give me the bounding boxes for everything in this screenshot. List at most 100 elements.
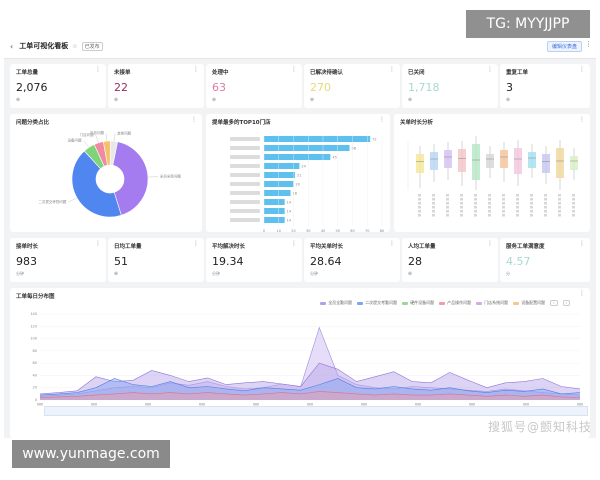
card-menu-icon[interactable]: ⋮	[95, 240, 101, 247]
category-label-placeholder	[446, 198, 449, 201]
category-label-placeholder	[558, 198, 561, 201]
category-label-placeholder	[544, 214, 547, 217]
kpi-unit: 单	[114, 271, 118, 276]
category-label-placeholder	[572, 206, 575, 209]
box	[458, 149, 466, 172]
box	[542, 154, 550, 173]
legend-prev-button[interactable]: ‹	[550, 300, 558, 306]
kpi-unit: 单	[114, 97, 118, 102]
x-tick-label: 50	[336, 229, 340, 232]
box	[528, 152, 536, 168]
boxplot-svg	[407, 136, 578, 217]
card-menu-icon[interactable]: ⋮	[579, 290, 585, 297]
legend-item[interactable]: 二次提交考勤问题	[357, 300, 397, 306]
card-menu-icon[interactable]: ⋮	[193, 240, 199, 247]
x-tick-label: 80	[380, 229, 384, 232]
category-label-placeholder	[460, 206, 463, 209]
edit-dashboard-button[interactable]: 编辑仪表盘	[546, 41, 582, 52]
area-series-line	[39, 378, 581, 396]
card-menu-icon[interactable]: ⋮	[579, 66, 585, 73]
pie-leader-line	[68, 197, 78, 203]
category-label-placeholder	[488, 194, 491, 197]
card-menu-icon[interactable]: ⋮	[579, 240, 585, 247]
y-tick-label: 80	[33, 349, 37, 353]
x-tick-label: 0	[263, 229, 265, 232]
kpi-value: 63	[212, 81, 226, 94]
legend-label: 产品操作问题	[447, 300, 472, 305]
card-menu-icon[interactable]: ⋮	[291, 66, 297, 73]
kpi-unit: 分	[506, 271, 510, 276]
category-label-placeholder	[418, 210, 421, 213]
star-icon[interactable]: ☆	[72, 42, 78, 50]
category-label-placeholder	[502, 202, 505, 205]
x-tick-label: 10	[277, 229, 281, 232]
legend-item[interactable]: 产品操作问题	[439, 300, 471, 306]
category-label-placeholder	[502, 214, 505, 217]
area-series	[40, 363, 580, 400]
legend-item[interactable]: 门店系统问题	[476, 300, 508, 306]
pie-slice	[71, 150, 122, 218]
category-label-placeholder	[544, 206, 547, 209]
dashboard-frame: ‹ 工单可视化看板 ☆ 已发布 编辑仪表盘 ⋮ 工单总量 ⋮ 2,076 单 未…	[4, 34, 596, 438]
kpi-label: 平均解决时长	[212, 244, 246, 250]
legend-label: 硬件设备问题	[410, 300, 435, 305]
pie-slice	[109, 140, 118, 166]
legend-item[interactable]: 硬件设备问题	[402, 300, 434, 306]
category-label-placeholder	[572, 194, 575, 197]
card-menu-icon[interactable]: ⋮	[191, 116, 197, 123]
kpi-unit: 分钟	[310, 271, 318, 276]
category-label-placeholder	[474, 198, 477, 201]
category-label-placeholder	[474, 194, 477, 197]
category-label-placeholder	[530, 214, 533, 217]
kpi-label: 人均工单量	[408, 244, 436, 250]
card-menu-icon[interactable]: ⋮	[193, 66, 199, 73]
category-label-placeholder	[502, 206, 505, 209]
pie-label: 门店问题	[80, 132, 94, 137]
pie-leader-line	[83, 140, 90, 148]
category-label-placeholder	[502, 198, 505, 201]
bar-value-label: 18	[293, 192, 297, 196]
category-label-placeholder	[474, 214, 477, 217]
category-label-placeholder	[502, 194, 505, 197]
card-menu-icon[interactable]: ⋮	[95, 66, 101, 73]
card-menu-icon[interactable]: ⋮	[291, 240, 297, 247]
box	[430, 152, 438, 170]
category-label-placeholder	[558, 210, 561, 213]
category-label-placeholder	[446, 194, 449, 197]
card-menu-icon[interactable]: ⋮	[389, 240, 395, 247]
bar-category-placeholder	[230, 137, 260, 141]
category-label-placeholder	[418, 202, 421, 205]
legend-next-button[interactable]: ›	[562, 300, 570, 306]
x-tick-placeholder	[361, 403, 367, 406]
box	[570, 156, 578, 170]
box	[444, 150, 452, 168]
timeline-scrollbar[interactable]	[44, 406, 588, 416]
card-menu-icon[interactable]: ⋮	[487, 240, 493, 247]
kpi-value: 22	[114, 81, 128, 94]
box	[472, 144, 480, 180]
header-bar: ‹ 工单可视化看板 ☆ 已发布 编辑仪表盘 ⋮	[4, 34, 596, 59]
back-arrow-icon[interactable]: ‹	[10, 41, 14, 51]
card-menu-icon[interactable]: ⋮	[579, 116, 585, 123]
card-menu-icon[interactable]: ⋮	[379, 116, 385, 123]
legend-item[interactable]: 设备配置问题	[513, 300, 545, 306]
kpi-label: 处理中	[212, 70, 229, 76]
x-tick-placeholder	[577, 403, 583, 406]
bar-value-label: 21	[297, 174, 301, 178]
pie-label: 其他问题	[117, 130, 131, 135]
legend-item[interactable]: 全员全勤问题	[320, 300, 352, 306]
bar-category-placeholder	[230, 173, 260, 177]
box	[486, 154, 494, 168]
card-menu-icon[interactable]: ⋮	[487, 66, 493, 73]
category-label-placeholder	[474, 210, 477, 213]
bar	[264, 154, 331, 160]
kpi-value: 2,076	[16, 81, 48, 94]
more-options-icon[interactable]: ⋮	[585, 40, 592, 48]
bar-category-placeholder	[230, 146, 260, 150]
tg-watermark-badge: TG: MYYJJPP	[466, 10, 590, 38]
category-label-placeholder	[446, 210, 449, 213]
bar-value-label: 45	[332, 156, 336, 160]
card-menu-icon[interactable]: ⋮	[389, 66, 395, 73]
area-series	[40, 378, 580, 400]
pie-leader-line	[95, 135, 99, 143]
